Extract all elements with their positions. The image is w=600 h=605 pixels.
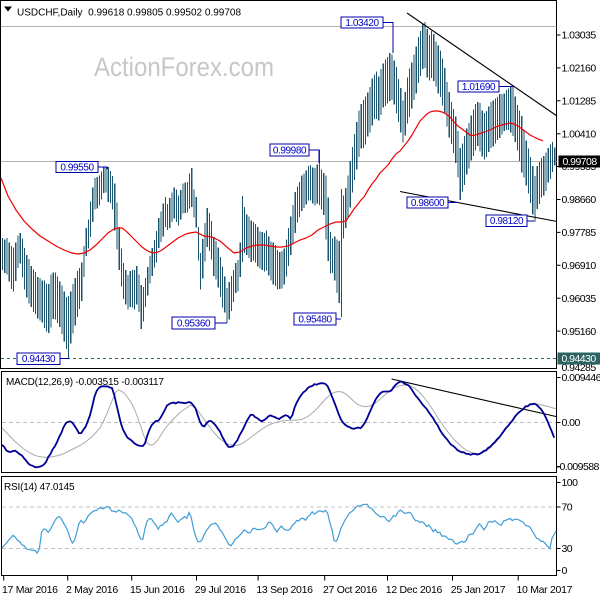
svg-text:2 May 2016: 2 May 2016: [66, 584, 118, 596]
svg-text:15 Jun 2016: 15 Jun 2016: [130, 584, 185, 596]
svg-text:70: 70: [562, 502, 573, 514]
svg-text:0.95160: 0.95160: [562, 326, 597, 338]
svg-text:0.96035: 0.96035: [562, 293, 597, 305]
svg-text:ActionForex.com: ActionForex.com: [94, 52, 274, 82]
svg-text:0.96910: 0.96910: [562, 260, 597, 272]
svg-text:0: 0: [562, 565, 568, 577]
svg-text:0.00: 0.00: [562, 417, 581, 429]
svg-text:1.00410: 1.00410: [562, 128, 597, 140]
svg-text:1.01690: 1.01690: [462, 82, 496, 93]
svg-text:30: 30: [562, 543, 573, 555]
svg-text:100: 100: [562, 477, 579, 489]
svg-text:25 Jan 2017: 25 Jan 2017: [451, 584, 506, 596]
svg-text:1.02160: 1.02160: [562, 63, 597, 75]
svg-text:0.98660: 0.98660: [562, 194, 597, 206]
svg-text:1.03420: 1.03420: [345, 18, 379, 29]
svg-text:0.99708: 0.99708: [563, 156, 598, 168]
svg-text:0.98120: 0.98120: [490, 216, 524, 227]
svg-text:0.95480: 0.95480: [298, 314, 332, 325]
svg-text:0.95360: 0.95360: [177, 318, 211, 329]
svg-text:0.009446: 0.009446: [562, 372, 600, 384]
svg-text:MACD(12,26,9) -0.003515 -0.003: MACD(12,26,9) -0.003515 -0.003117: [6, 377, 164, 388]
svg-text:29 Jul 2016: 29 Jul 2016: [195, 584, 246, 596]
svg-text:1.03035: 1.03035: [562, 30, 597, 42]
svg-text:0.97785: 0.97785: [562, 227, 597, 239]
svg-text:USDCHF,Daily 0.99618 0.99805: USDCHF,Daily 0.99618 0.99805 0.99502 0.9…: [17, 8, 241, 19]
svg-text:13 Sep 2016: 13 Sep 2016: [256, 584, 313, 596]
svg-text:0.99550: 0.99550: [60, 162, 94, 173]
svg-text:0.94430: 0.94430: [22, 354, 56, 365]
svg-text:0.98600: 0.98600: [411, 198, 445, 209]
svg-text:12 Dec 2016: 12 Dec 2016: [386, 584, 443, 596]
svg-text:RSI(14) 47.0145: RSI(14) 47.0145: [4, 482, 75, 493]
svg-text:0.94430: 0.94430: [562, 353, 597, 365]
svg-text:0.99980: 0.99980: [273, 145, 307, 156]
svg-text:-0.009588: -0.009588: [557, 461, 600, 473]
svg-text:10 Mar 2017: 10 Mar 2017: [517, 584, 573, 596]
svg-text:27 Oct 2016: 27 Oct 2016: [323, 584, 377, 596]
svg-text:17 Mar 2016: 17 Mar 2016: [2, 584, 58, 596]
svg-text:1.01285: 1.01285: [562, 96, 597, 108]
